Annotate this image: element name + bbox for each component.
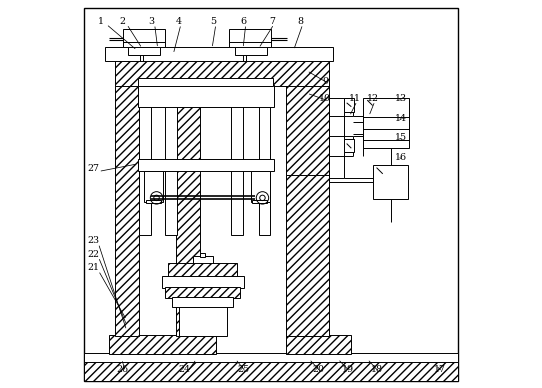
Text: 10: 10 [319,94,331,104]
Text: 1: 1 [98,17,104,26]
Bar [123,29,165,47]
Bar [363,98,409,148]
Bar [109,335,216,354]
Text: 26: 26 [117,365,129,374]
Bar [259,85,270,235]
Text: 19: 19 [342,365,354,374]
Text: 18: 18 [371,365,383,374]
Text: 16: 16 [395,152,407,162]
Bar [373,165,408,199]
Bar [231,85,243,235]
Text: 23: 23 [87,236,99,245]
Bar [115,85,139,336]
Text: 17: 17 [434,365,446,374]
Bar [84,353,459,362]
Bar [251,171,270,202]
Bar [344,139,353,152]
Bar [162,276,244,288]
Bar [128,47,160,55]
Bar [138,85,274,107]
Bar [253,200,267,203]
Bar [139,85,151,235]
Bar [105,47,333,61]
Text: 12: 12 [366,94,379,104]
Bar [84,361,459,381]
Text: 20: 20 [312,365,324,374]
Text: 25: 25 [237,365,249,374]
Text: 27: 27 [87,164,99,173]
Text: 21: 21 [87,263,99,272]
Text: 7: 7 [269,17,275,26]
Bar [115,61,329,86]
Text: 24: 24 [179,365,191,374]
Bar [172,297,234,307]
Bar [179,305,227,336]
Bar [344,98,353,112]
Text: 6: 6 [240,17,246,26]
Bar [192,256,213,265]
Bar [138,78,273,86]
Text: 9: 9 [322,77,328,86]
Bar [165,287,240,298]
Bar [176,85,200,336]
Text: 8: 8 [297,17,303,26]
Text: 22: 22 [87,249,99,259]
Text: 15: 15 [395,133,407,142]
Bar [286,335,351,354]
Bar [229,29,271,47]
Bar [144,171,163,202]
Text: 3: 3 [149,17,154,26]
Bar [286,85,329,336]
Text: 14: 14 [395,114,407,123]
Text: 13: 13 [395,94,407,104]
Text: 11: 11 [349,94,360,104]
Bar [146,200,161,203]
Text: 4: 4 [176,17,182,26]
Bar [138,159,274,171]
Text: 5: 5 [210,17,217,26]
Bar [201,253,205,257]
Bar [286,175,329,336]
Bar [165,85,177,235]
Text: 2: 2 [120,17,126,26]
Bar [235,47,267,55]
Bar [168,263,237,277]
